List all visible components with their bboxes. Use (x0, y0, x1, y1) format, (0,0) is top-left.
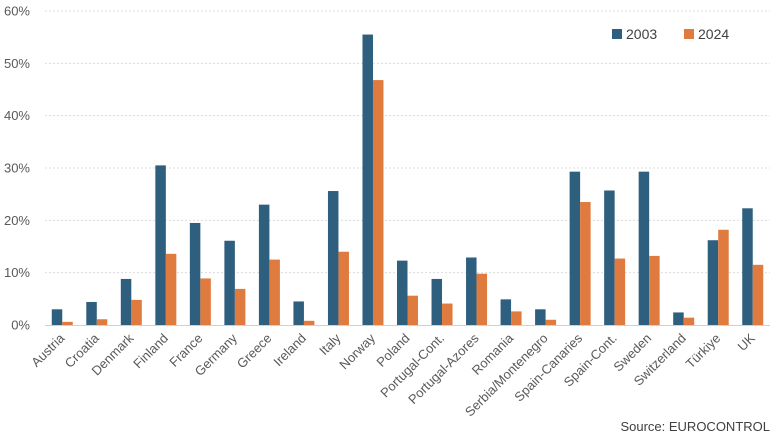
bars (51, 34, 764, 326)
bar-2024 (442, 303, 453, 325)
bar-2024 (372, 80, 384, 325)
bar-2003 (224, 240, 235, 325)
legend: 2003 2024 (612, 26, 729, 42)
bar-2003 (293, 301, 304, 325)
bar-2003 (362, 34, 373, 326)
x-tick-label: Austria (28, 330, 68, 370)
x-tick-label: Italy (316, 330, 344, 358)
gridlines (45, 10, 770, 274)
y-tick-label: 10% (4, 265, 30, 280)
bar-2003 (673, 312, 684, 325)
bar-2024 (580, 202, 591, 325)
bar-2003 (431, 278, 443, 325)
y-tick-label: 0% (11, 318, 30, 333)
x-tick-label: UK (734, 330, 758, 354)
bar-2024 (511, 311, 522, 325)
bar-2003 (500, 299, 512, 325)
bar-2003 (638, 171, 650, 325)
legend-label: 2003 (626, 26, 657, 42)
y-tick-label: 60% (4, 4, 30, 19)
legend-label: 2024 (698, 26, 729, 42)
bar-2024 (545, 319, 557, 325)
y-tick-label: 20% (4, 213, 30, 228)
legend-swatch (684, 29, 694, 39)
bar-2024 (303, 320, 315, 325)
bar-2024 (234, 288, 246, 325)
bar-2003 (535, 309, 546, 325)
legend-swatch (612, 29, 622, 39)
y-tick-label: 50% (4, 56, 30, 71)
bar-2003 (604, 190, 615, 325)
bar-2024 (62, 321, 73, 325)
bar-2024 (614, 258, 626, 325)
x-tick-label: Türkiye (683, 331, 724, 372)
bar-2003 (466, 257, 477, 325)
bar-2003 (189, 222, 201, 325)
x-tick-label: Ireland (270, 331, 309, 370)
bar-2003 (707, 240, 719, 325)
bar-2024 (752, 264, 764, 325)
bar-2024 (165, 253, 177, 325)
bar-2024 (718, 229, 729, 325)
bar-2003 (155, 165, 166, 325)
y-axis-ticks: 0% 10% 20% 30% 40% 50% 60% (4, 4, 30, 333)
bar-2024 (338, 251, 349, 325)
bar-2003 (327, 191, 339, 325)
bar-2003 (120, 278, 132, 325)
bar-2003 (742, 208, 753, 325)
y-tick-label: 40% (4, 108, 30, 123)
bar-2003 (397, 260, 408, 325)
bar-2024 (649, 255, 660, 325)
bar-2024 (131, 299, 142, 325)
bar-2024 (96, 319, 108, 325)
bar-2003 (258, 204, 270, 325)
bar-2024 (683, 317, 695, 325)
bar-2003 (86, 301, 97, 325)
x-axis-ticks: AustriaCroatiaDenmarkFinlandFranceGerman… (28, 330, 758, 419)
x-tick-label: Finland (130, 331, 171, 372)
bar-2003 (569, 171, 581, 325)
bar-2003 (51, 309, 63, 325)
y-tick-label: 30% (4, 161, 30, 176)
bar-2024 (200, 278, 211, 325)
bar-2024 (407, 295, 418, 325)
source-note: Source: EUROCONTROL (620, 419, 770, 434)
x-tick-label: Greece (234, 331, 275, 372)
bar-2024 (269, 259, 280, 325)
x-tick-label: Norway (336, 330, 378, 372)
bar-2024 (476, 273, 488, 325)
